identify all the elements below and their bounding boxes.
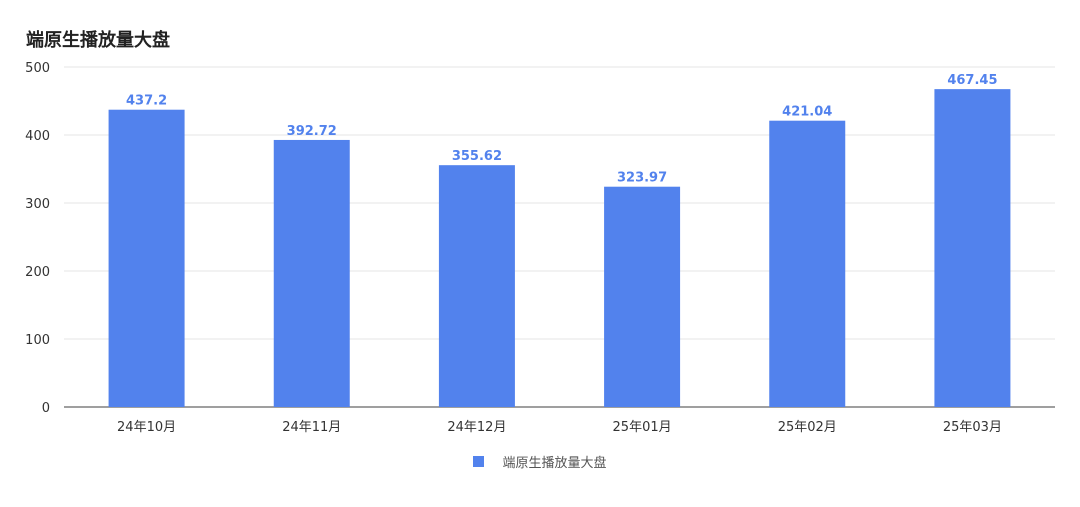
- x-tick-label: 24年12月: [447, 420, 506, 435]
- y-tick-label: 200: [25, 265, 50, 280]
- data-label: 323.97: [617, 171, 667, 186]
- bar: [108, 109, 185, 407]
- x-tick-label: 25年01月: [613, 420, 672, 435]
- y-tick-label: 0: [42, 401, 50, 416]
- y-tick-label: 500: [25, 61, 50, 76]
- data-label: 437.2: [126, 94, 167, 109]
- legend: 端原生播放量大盘: [0, 452, 1080, 471]
- y-tick-label: 400: [25, 129, 50, 144]
- data-label: 392.72: [287, 124, 337, 139]
- legend-swatch: [473, 456, 485, 467]
- data-label: 421.04: [782, 105, 832, 120]
- chart-title: 端原生播放量大盘: [26, 30, 170, 51]
- bar: [769, 120, 846, 407]
- bar: [604, 186, 681, 407]
- bar: [438, 165, 515, 407]
- data-label: 355.62: [452, 149, 502, 164]
- x-tick-label: 25年02月: [778, 420, 837, 435]
- bar: [934, 89, 1011, 407]
- x-tick-label: 25年03月: [943, 420, 1002, 435]
- x-tick-label: 24年11月: [282, 420, 341, 435]
- x-tick-label: 24年10月: [117, 420, 176, 435]
- legend-label: 端原生播放量大盘: [502, 456, 607, 471]
- y-tick-label: 100: [25, 333, 50, 348]
- y-tick-label: 300: [25, 197, 50, 212]
- data-label: 467.45: [947, 73, 997, 88]
- bar: [273, 139, 350, 408]
